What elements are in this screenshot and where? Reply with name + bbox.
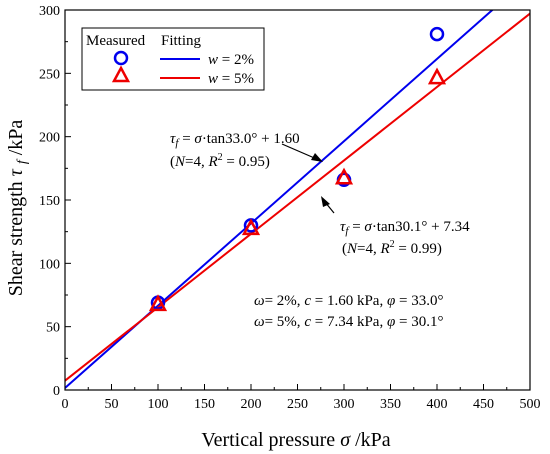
annotation-w2-arrow-head [311,153,323,162]
params-w2-w-val: = 2%, [265,293,305,309]
x-tick-label: 250 [287,397,308,412]
legend-header-measured: Measured [86,33,146,49]
x-tick-label: 450 [473,397,494,412]
y-tick-label: 250 [39,67,60,82]
params-w5-c: c [304,314,311,330]
params-w5-w-val: = 5%, [265,314,305,330]
annotation-w5: τf = σ·tan30.1° + 7.34 (N=4, R2 = 0.99) [321,196,470,257]
annotation-w2-n-val: =4, [185,154,208,170]
annotation-w2-tau-sub: f [175,137,180,149]
annotation-w5-sup: 2 [390,239,395,250]
x-tick-label: 300 [334,397,355,412]
legend: Measured Fitting w = 2% w = 5% [81,27,265,91]
annotation-w5-R: R [379,241,389,257]
params-w5-omega: ω [254,314,265,330]
annotation-w5-sigma: σ [364,219,372,235]
fit-lines [65,10,530,389]
data-point-triangle [241,218,261,236]
params-w2-phi: φ [387,293,395,309]
y-axis-label-word: Shear strength [5,176,27,296]
y-tick-label: 150 [39,194,60,209]
y-tick-label: 50 [46,321,60,336]
y-tick-label: 100 [39,257,60,272]
x-tick-label: 100 [148,397,169,412]
x-axis-label-unit: /kPa [355,429,391,451]
x-tick-label: 350 [380,397,401,412]
y-axis-ticks: 0 50 100 150 200 250 300 [39,4,71,399]
annotation-w2-equation: τf = σ·tan33.0° + 1.60 [170,131,300,149]
data-point-triangle [334,167,354,185]
legend-header-fitting: Fitting [161,33,202,49]
y-axis-label: Shear strength τ f /kPa [5,120,31,297]
fit-line-w5 [65,12,530,382]
annotation-w5-arrow-head [321,196,330,207]
legend-label-w2-var: w [208,52,218,68]
annotation-w5-r-val: = 0.99) [395,241,442,257]
y-axis-label-unit: /kPa [5,120,27,156]
y-axis-label-subscript: f [15,158,30,164]
x-tick-label: 200 [241,397,262,412]
x-tick-label: 0 [62,397,69,412]
params-w2-phi-val: = 33.0° [395,293,443,309]
annotation-w2-stats: (N=4, R2 = 0.95) [170,152,270,170]
params-line-w5: ω= 5%, c = 7.34 kPa, φ = 30.1° [254,314,443,330]
annotation-w5-stats: (N=4, R2 = 0.99) [342,239,442,257]
x-tick-label: 500 [520,397,541,412]
x-axis-label-word: Vertical pressure [201,429,340,451]
annotation-w2-N: N [174,154,186,170]
legend-marker-circle [113,50,129,66]
y-tick-label: 0 [53,384,60,399]
x-axis-ticks: 0 50 100 150 200 250 300 350 400 450 500 [62,384,541,412]
annotation-w2-tau: τ [170,131,176,147]
legend-label-w5: w = 5% [208,71,254,87]
annotation-w2-eq-a: = [178,131,194,147]
annotation-w2-R: R [207,154,217,170]
params-w2-c: c [304,293,311,309]
legend-label-w2: w = 2% [208,52,254,68]
data-point-circle [429,26,445,42]
annotation-w5-n-val: =4, [357,241,380,257]
data-markers [148,26,447,312]
y-axis-label-symbol: τ [5,168,27,176]
annotation-w2-r-val: = 0.95) [223,154,270,170]
params-w5-phi: φ [387,314,395,330]
annotation-w2-sigma: σ [194,131,202,147]
x-tick-label: 400 [427,397,448,412]
params-w2-c-val: = 1.60 kPa, [311,293,387,309]
x-tick-label: 50 [105,397,119,412]
legend-marker-triangle [111,65,131,83]
legend-label-w2-text: = 2% [218,52,254,68]
y-tick-label: 200 [39,131,60,146]
annotation-w5-tau-sub: f [345,225,350,237]
annotation-w2: τf = σ·tan33.0° + 1.60 (N=4, R2 = 0.95) [170,131,323,170]
annotation-w5-tau: τ [340,219,346,235]
x-axis-label: Vertical pressure σ /kPa [201,429,390,451]
annotation-w5-eq-b: ·tan30.1° + 7.34 [372,219,470,235]
y-tick-label: 300 [39,4,60,19]
legend-label-w5-text: = 5% [218,71,254,87]
params-w2-omega: ω [254,293,265,309]
params-w5-phi-val: = 30.1° [395,314,443,330]
data-point-triangle [427,67,447,85]
data-point-triangle [148,294,168,312]
params-line-w2: ω= 2%, c = 1.60 kPa, φ = 33.0° [254,293,443,309]
params-w5-c-val: = 7.34 kPa, [311,314,387,330]
annotation-w2-eq-b: ·tan33.0° + 1.60 [202,131,300,147]
annotation-w5-equation: τf = σ·tan30.1° + 7.34 [340,219,470,237]
legend-label-w5-var: w [208,71,218,87]
annotation-w2-sup: 2 [218,152,223,163]
x-axis-label-symbol: σ [340,429,351,451]
annotation-w5-eq-a: = [348,219,364,235]
x-tick-label: 150 [194,397,215,412]
annotation-w5-N: N [346,241,358,257]
